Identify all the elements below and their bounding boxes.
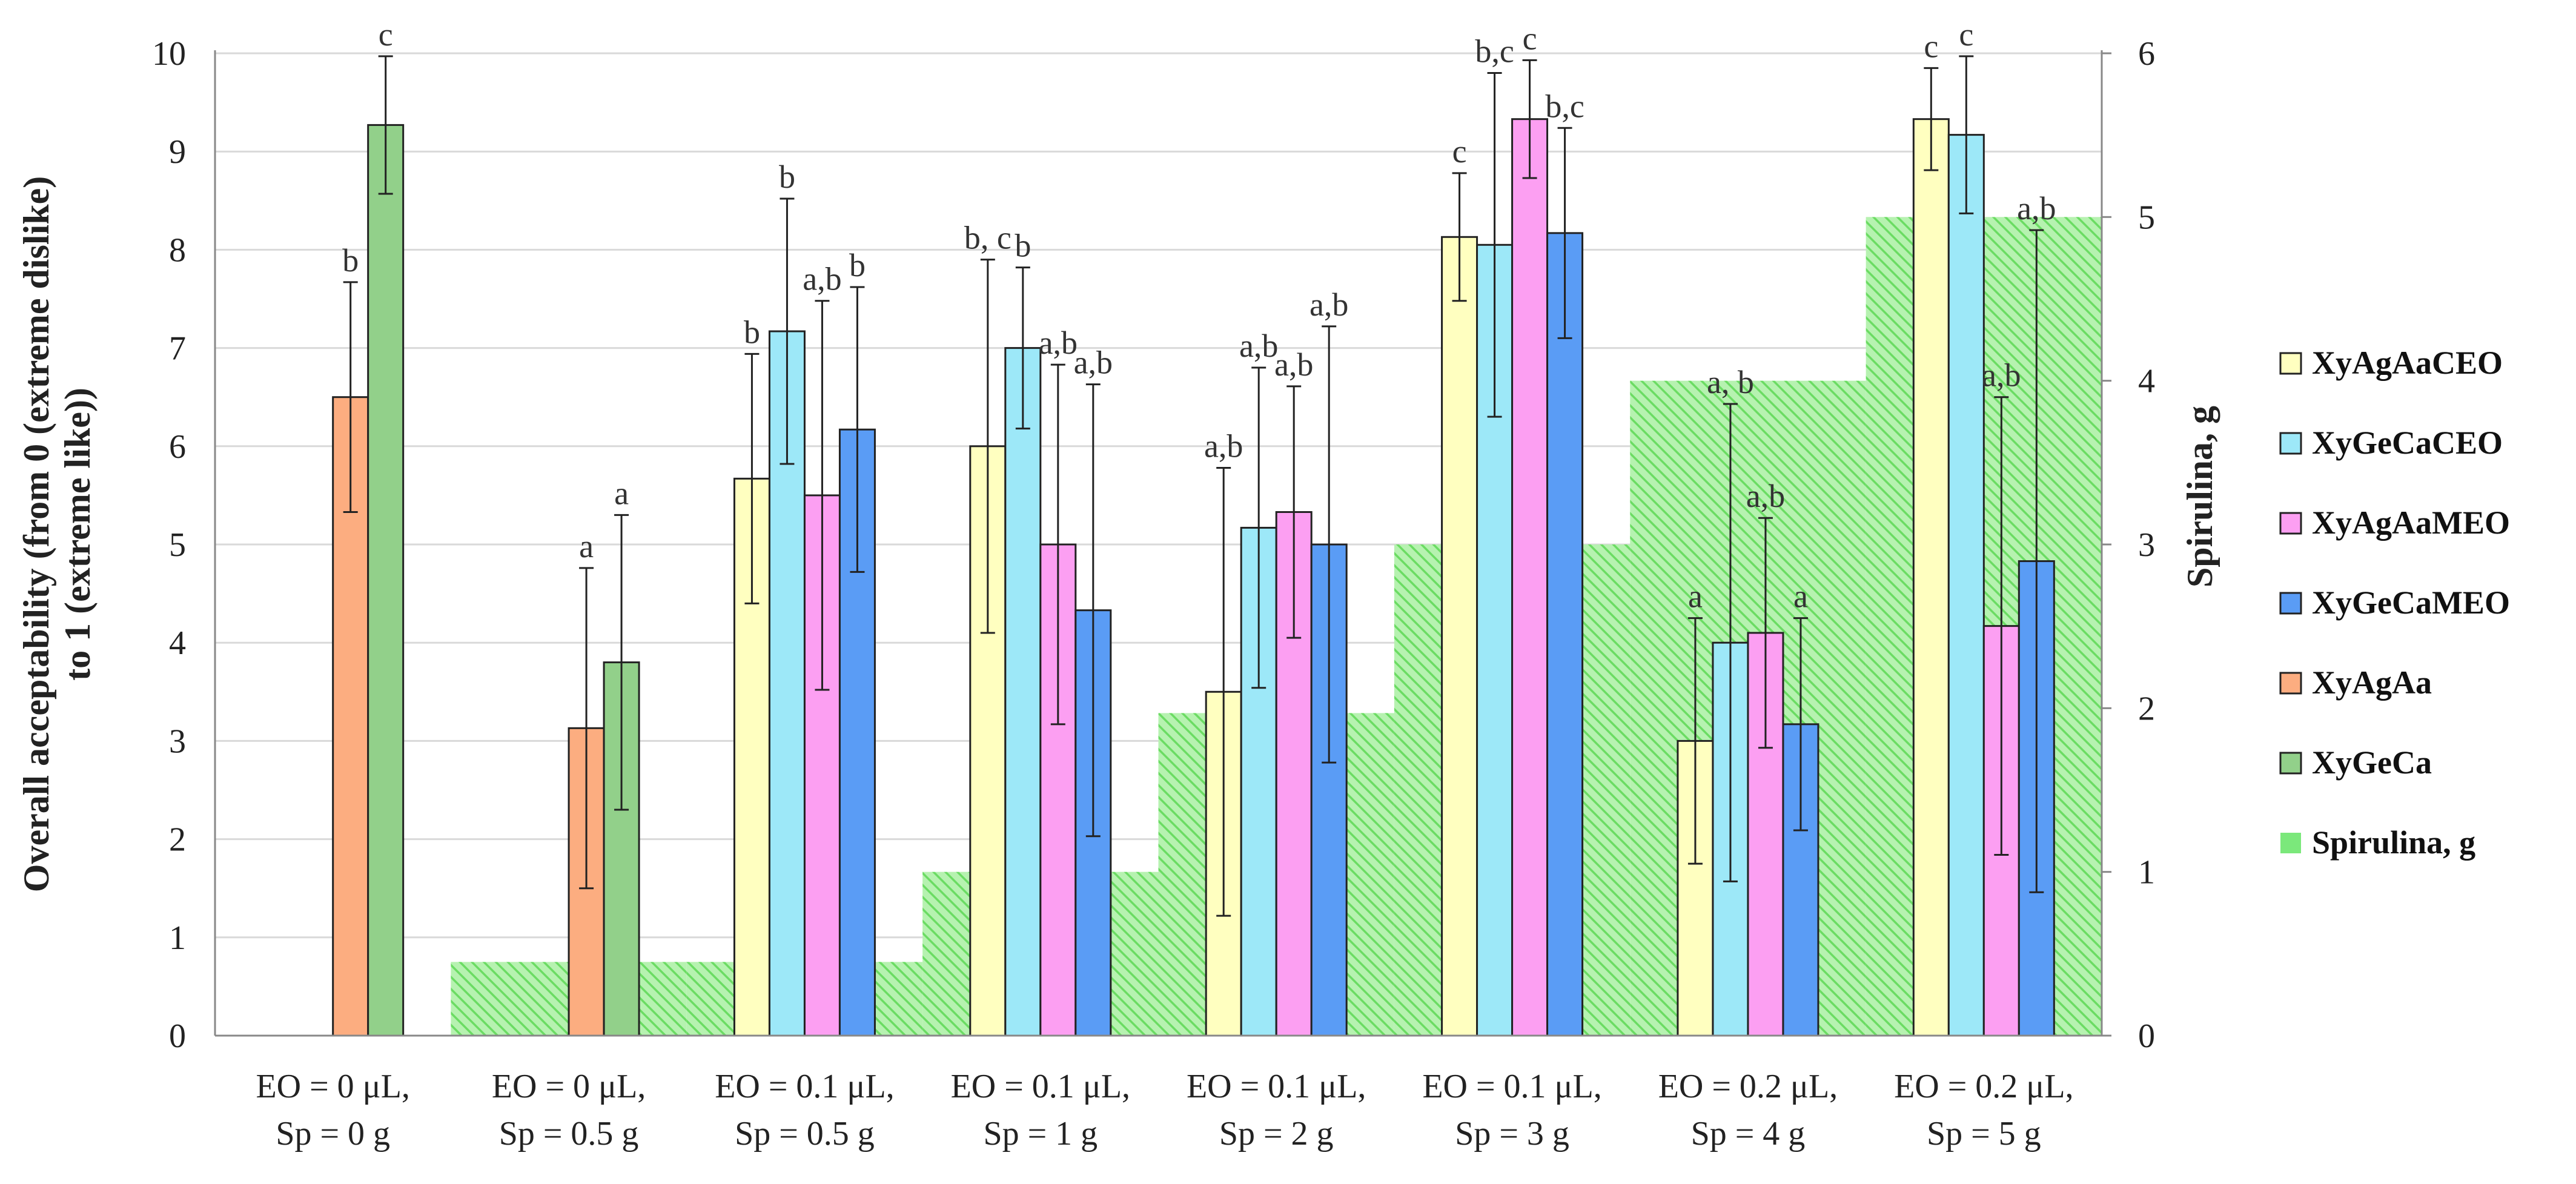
bar-XyAgAaCEO [1912,118,1950,1037]
y-tick-right: 6 [2138,35,2155,73]
significance-label: c [1452,133,1467,170]
legend-swatch-XyAgAaCEO [2279,352,2302,375]
significance-label: a,b [1982,357,2021,394]
significance-label: a, b [1707,364,1754,400]
significance-label: b,c [1545,88,1584,124]
legend: XyAgAaCEO XyGeCaCEO XyAgAaMEO XyGeCaMEO XyAg… [2279,345,2510,861]
legend-label: XyGeCaMEO [2312,584,2510,621]
y-tick-left: 3 [169,723,186,760]
significance-label: c [1523,20,1537,56]
bar-XyAgAaCEO [1441,236,1478,1037]
significance-label: a,b [1239,328,1278,364]
significance-label: a,b [1204,428,1243,464]
category-label-line2: Sp = 4 g [1691,1115,1806,1153]
legend-label: XyGeCa [2312,744,2432,781]
y-tick-left: 8 [169,231,186,269]
y-tick-left: 4 [169,624,186,662]
legend-swatch-spirulina [2280,833,2301,853]
significance-label: a,b [2017,190,2056,227]
y-tick-left: 1 [169,919,186,957]
y-tick-left: 6 [169,428,186,466]
bar-XyGeCa [367,124,405,1037]
significance-label: b [849,247,866,283]
legend-swatch-XyGeCaCEO [2279,432,2302,455]
category-label-line1: EO = 0.1 μL, [1187,1068,1366,1105]
significance-label: c [379,16,393,53]
legend-label: XyAgAaMEO [2312,504,2510,541]
y-tick-left: 5 [169,526,186,564]
y-tick-left: 9 [169,133,186,171]
category-label-line2: Sp = 0 g [276,1115,390,1153]
y-tick-right: 5 [2138,199,2155,236]
significance-label: a,b [1274,346,1313,383]
category-label-line2: Sp = 5 g [1927,1115,2041,1153]
y-axis-title-right: Spirulina, g [2180,406,2220,587]
y-tick-right: 2 [2138,690,2155,727]
significance-label: a,b [1074,345,1113,381]
category-label-line2: Sp = 2 g [1219,1115,1334,1153]
legend-swatch-XyAgAaMEO [2279,512,2302,535]
category-label-line1: EO = 0.1 μL, [715,1068,894,1105]
significance-label: b [779,159,795,195]
category-label-line1: EO = 0 μL, [492,1068,646,1105]
bar-XyAgAaMEO [1511,118,1549,1037]
category-label-line1: EO = 0 μL, [256,1068,409,1105]
bar-XyGeCaMEO [1546,232,1584,1037]
significance-label: a,b [803,261,841,297]
y-axis-title-left-line2: to 1 (extreme like)) [58,388,98,681]
bars [332,55,2055,1037]
category-label-line1: EO = 0.1 μL, [951,1068,1130,1105]
legend-label: Spirulina, g [2312,824,2475,861]
legend-label: XyAgAaCEO [2312,345,2503,381]
significance-label: a [1793,578,1808,615]
significance-label: a [579,528,594,564]
significance-label: b, c [964,220,1012,256]
y-tick-right: 4 [2138,363,2155,400]
legend-swatch-XyAgAa [2279,672,2302,695]
gridlines [215,52,2102,1037]
significance-label: a [1688,578,1703,615]
axes: 0 1 2 3 4 5 6 7 8 9 10 0 1 2 3 4 5 6 EO = 0 μL, Sp = 0 g EO … [152,35,2155,1153]
significance-label: b [744,314,760,350]
legend-label: XyGeCaCEO [2312,425,2503,461]
y-tick-right: 1 [2138,854,2155,891]
significance-label: a,b [1310,286,1348,323]
category-label-line1: EO = 0.1 μL, [1422,1068,1601,1105]
category-label-line2: Sp = 1 g [983,1115,1098,1153]
category-label-line1: EO = 0.2 μL, [1894,1068,2073,1105]
y-tick-right: 3 [2138,526,2155,564]
y-tick-right: 0 [2138,1017,2155,1055]
significance-label: c [1924,28,1938,64]
significance-label: b [342,242,359,279]
significance-label: a,b [1039,325,1078,361]
y-tick-left: 2 [169,821,186,859]
significance-label: a [614,475,629,511]
legend-swatch-XyGeCa [2279,752,2302,775]
category-label-line2: Sp = 3 g [1455,1115,1569,1153]
significance-label: a,b [1746,478,1785,514]
y-axis-title-left-line1: Overall acceptability (from 0 (extreme d… [16,176,56,892]
bar-XyGeCaCEO [1947,134,1985,1037]
category-label-line2: Sp = 0.5 g [499,1115,639,1153]
significance-label: b,c [1475,33,1514,69]
y-tick-left: 0 [169,1017,186,1055]
y-tick-left: 7 [169,330,186,368]
bar-XyGeCa [603,661,640,1037]
significance-label: b [1015,228,1031,264]
y-tick-left: 10 [152,35,186,73]
legend-swatch-XyGeCaMEO [2279,592,2302,615]
significance-label: c [1959,16,1973,53]
bar-XyGeCaCEO [1004,347,1042,1037]
legend-label: XyAgAa [2312,664,2432,701]
category-label-line2: Sp = 0.5 g [735,1115,875,1153]
category-label-line1: EO = 0.2 μL, [1658,1068,1838,1105]
